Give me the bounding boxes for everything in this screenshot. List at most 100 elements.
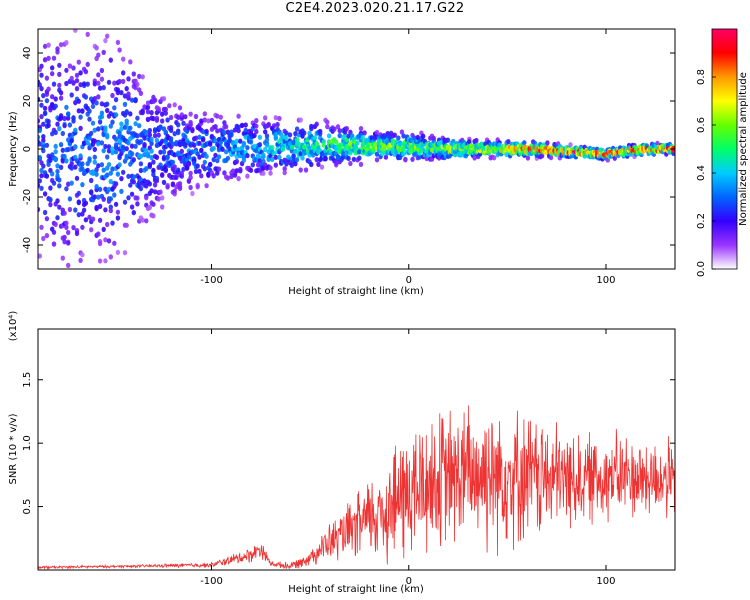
heatmap-cell [197,140,202,146]
heatmap-cell [131,174,136,180]
heatmap-cell [101,226,106,232]
heatmap-cell [89,177,94,184]
heatmap-cell [78,114,83,120]
heatmap-cell [108,254,114,260]
heatmap-cell [121,70,126,76]
heatmap-cell [39,185,44,191]
heatmap-cell [87,116,92,122]
heatmap-cell [170,181,176,187]
heatmap-cell [97,258,103,264]
heatmap-cell [76,212,82,218]
heatmap-cell [152,182,158,188]
heatmap-cell [44,216,50,222]
heatmap-cell [264,137,270,143]
heatmap-cell [152,128,158,134]
heatmap-cell [234,138,239,144]
heatmap-cell [344,126,349,132]
heatmap-cell [300,155,305,161]
heatmap-cell [403,157,408,163]
heatmap-cell [38,206,41,213]
heatmap-cell [62,123,67,129]
heatmap-cell [413,151,419,157]
heatmap-cell [113,181,119,187]
heatmap-cell [506,139,511,145]
heatmap-cell [66,111,71,117]
heatmap-cell [374,151,380,157]
heatmap-cell [174,140,179,146]
heatmap-cell [138,167,144,174]
heatmap-cell [190,128,195,134]
heatmap-cell [41,163,46,169]
heatmap-cell [55,173,60,179]
heatmap-cell [151,159,156,165]
heatmap-cell [135,195,140,201]
snr-y-tick-label: 0.5 [22,499,33,515]
heatmap-cell [64,67,69,73]
heatmap-cell [284,135,289,141]
heatmap-cell [121,147,126,153]
heatmap-cell [255,167,261,173]
heatmap-cell [108,123,114,129]
heatmap-cell [218,139,223,146]
heatmap-cell [96,163,101,169]
heatmap-cell [67,206,73,213]
heatmap-cell [160,118,165,124]
heatmap-cell [160,138,165,144]
heatmap-cell [119,121,124,127]
heatmap-cell [66,240,71,246]
heatmap-cell [165,154,170,160]
heatmap-cell [131,157,136,163]
heatmap-cell [92,154,98,160]
heatmap-cell [138,153,144,159]
heatmap-cell [154,178,160,184]
heatmap-cell [193,113,199,120]
heatmap-cell [60,147,65,153]
heatmap-cell [58,90,64,96]
heatmap-cell [174,174,179,180]
heatmap-cell [140,108,145,114]
heatmap-cell [190,190,195,197]
heatmap-cell [81,140,87,147]
heatmap-cell [57,82,62,88]
heatmap-cell [206,172,211,178]
heatmap-cell [55,46,60,52]
heatmap-cell [62,115,67,122]
heatmap-cell [492,155,497,161]
heatmap-cell [183,134,188,140]
heatmap-cell [280,146,286,152]
heatmap-cell [105,33,110,39]
heatmap-cell [138,161,144,167]
heatmap-cell [85,81,90,87]
heatmap-cell [261,152,266,158]
heatmap-cell [108,111,114,117]
heatmap-cell [144,218,149,224]
chart-title: C2E4.2023.020.21.17.G22 [285,1,465,16]
heatmap-cell [222,170,227,176]
heatmap-cell [151,201,156,207]
heatmap-cell [401,151,406,157]
snr-x-axis-label: Height of straight line (km) [288,584,424,595]
heatmap-cell [58,115,64,121]
heatmap-cell [46,161,51,167]
heatmap-cell [126,140,131,146]
heatmap-cell [66,262,71,268]
heatmap-cell [232,172,238,178]
heatmap-cell [145,100,151,106]
heatmap-cell [58,142,64,148]
heatmap-cell [263,146,268,153]
heatmap-cell [51,241,57,247]
heatmap-cell [160,195,165,201]
snr-x-tick-label: -100 [200,576,223,587]
heatmap-cell [170,141,176,147]
heatmap-cell [103,38,108,44]
heatmap-cell [58,164,64,170]
heatmap-cell [97,119,103,125]
heatmap-cell [55,168,60,175]
heatmap-cell [129,204,135,210]
heatmap-cell [39,63,44,69]
heatmap-cell [108,57,114,63]
heatmap-cell [177,185,183,191]
heatmap-cell [241,157,247,163]
heatmap-cell [188,174,193,181]
